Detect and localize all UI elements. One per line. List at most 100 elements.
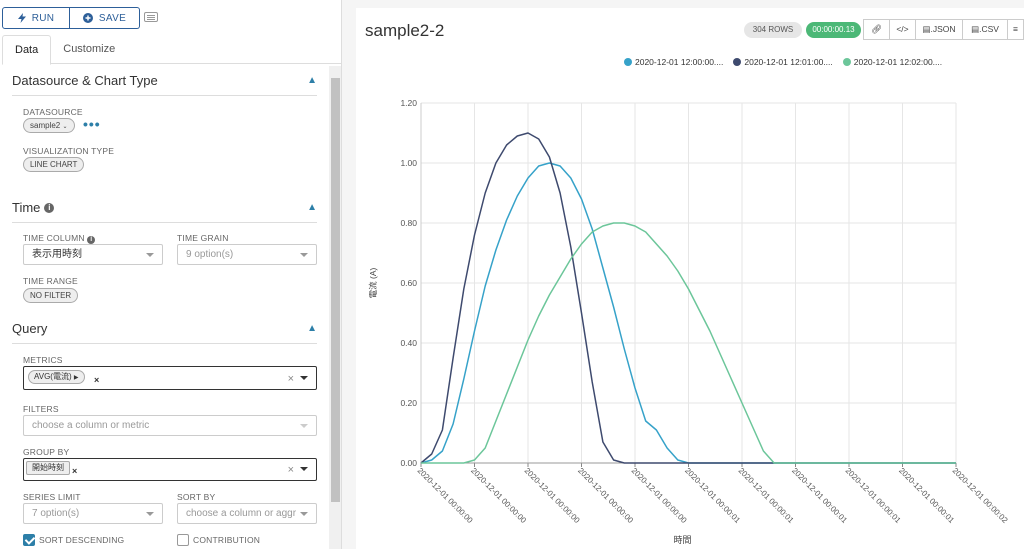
section-query-header[interactable]: Query ▲ <box>12 314 317 344</box>
time-column-label-text: TIME COLUMN <box>23 233 85 243</box>
x-tick-label: 2020-12-01 00:00:00 <box>576 466 635 525</box>
code-icon: </> <box>896 24 909 34</box>
section-datasource-header[interactable]: Datasource & Chart Type ▲ <box>12 66 317 96</box>
y-tick-label: 1.00 <box>400 158 417 168</box>
caret-down-icon[interactable] <box>300 376 308 380</box>
clear-icon[interactable]: × <box>287 464 294 476</box>
legend-dot <box>624 58 632 66</box>
datasource-label: DATASOURCE <box>23 107 83 117</box>
time-grain-select[interactable]: 9 option(s) <box>177 244 317 265</box>
more-menu-button[interactable]: ≡ <box>1007 19 1024 40</box>
groupby-tag[interactable]: 開始時刻 <box>26 461 70 475</box>
caret-down-icon <box>300 253 308 257</box>
chart-title[interactable]: sample2-2 <box>365 21 445 40</box>
series-limit-value: 7 option(s) <box>32 508 80 519</box>
query-timer-badge: 00:00:00.13 <box>806 22 861 38</box>
scrollbar-thumb[interactable] <box>331 78 340 502</box>
legend-label: 2020-12-01 12:00:00.... <box>635 57 724 67</box>
caret-down-icon[interactable] <box>300 467 308 471</box>
chart-panel: sample2-2 304 ROWS 00:00:00.13 🔗︎ </> ▤.… <box>356 8 1024 549</box>
run-button[interactable]: RUN <box>2 7 70 29</box>
y-tick-label: 0.80 <box>400 218 417 228</box>
time-column-value: 表示用時刻 <box>32 249 82 260</box>
x-tick-label: 2020-12-01 00:00:00 <box>416 466 475 525</box>
metrics-label: METRICS <box>23 355 63 365</box>
time-column-select[interactable]: 表示用時刻 <box>23 244 163 265</box>
legend-item[interactable]: 2020-12-01 12:02:00.... <box>842 57 942 67</box>
legend-dot <box>842 58 851 66</box>
legend-item[interactable]: 2020-12-01 12:00:00.... <box>624 57 723 67</box>
viz-type-label: VISUALIZATION TYPE <box>23 146 115 156</box>
legend-dot <box>733 58 742 66</box>
remove-tag-icon[interactable]: × <box>72 466 78 476</box>
tab-customize[interactable]: Customize <box>63 43 116 55</box>
run-label: RUN <box>31 12 55 24</box>
y-tick-label: 0.40 <box>400 338 417 348</box>
file-icon: ▤ <box>922 24 931 34</box>
metrics-select[interactable]: AVG(電流) ▶ × × <box>23 366 317 390</box>
hamburger-icon: ≡ <box>1013 24 1018 34</box>
series-limit-label: SERIES LIMIT <box>23 492 81 502</box>
bolt-icon <box>17 13 26 23</box>
sort-descending-label: SORT DESCENDING <box>39 535 125 545</box>
save-button[interactable]: SAVE <box>70 7 140 29</box>
contribution-label: CONTRIBUTION <box>193 535 261 545</box>
y-tick-label: 1.20 <box>400 98 417 108</box>
datasource-select[interactable]: sample2 ⌄ <box>23 118 75 133</box>
filters-placeholder: choose a column or metric <box>32 420 150 431</box>
embed-button[interactable]: </> <box>889 19 916 40</box>
time-column-label: TIME COLUMN i <box>23 233 96 244</box>
time-range-select[interactable]: NO FILTER <box>23 288 79 303</box>
caret-down-icon <box>146 512 154 516</box>
series-limit-select[interactable]: 7 option(s) <box>23 503 163 524</box>
sort-by-label: SORT BY <box>177 492 216 502</box>
time-range-label: TIME RANGE <box>23 276 78 286</box>
file-icon: ▤ <box>971 24 980 34</box>
remove-tag-icon[interactable]: × <box>94 375 100 385</box>
sort-by-select[interactable]: choose a column or aggr <box>177 503 317 524</box>
time-grain-value: 9 option(s) <box>186 249 234 260</box>
caret-right-icon: ▶ <box>73 375 79 381</box>
export-csv-button[interactable]: ▤.CSV <box>962 19 1008 40</box>
time-grain-label: TIME GRAIN <box>177 233 229 243</box>
save-label: SAVE <box>98 12 127 24</box>
groupby-tag-label: 開始時刻 <box>32 463 64 472</box>
export-json-button[interactable]: ▤.JSON <box>915 19 963 40</box>
legend-item[interactable]: 2020-12-01 12:01:00.... <box>733 57 833 67</box>
tab-data[interactable]: Data <box>2 35 52 65</box>
filters-select[interactable]: choose a column or metric <box>23 415 317 436</box>
caret-down-icon <box>146 253 154 257</box>
x-tick-label: 2020-12-01 00:00:01 <box>683 466 742 525</box>
csv-label: .CSV <box>979 24 999 34</box>
section-datasource-title: Datasource & Chart Type <box>12 73 158 88</box>
keyboard-icon[interactable] <box>144 12 158 22</box>
metric-tag[interactable]: AVG(電流) ▶ <box>28 370 85 384</box>
section-time-title: Time i <box>12 200 55 215</box>
line-chart: 0.00 0.20 0.40 0.60 0.80 1.00 1.20 2020-12-01 0… <box>368 98 1010 545</box>
chevron-up-icon[interactable]: ▲ <box>307 75 317 86</box>
x-axis-label: 時間 <box>673 535 691 545</box>
chevron-up-icon[interactable]: ▲ <box>307 202 317 213</box>
more-options-icon[interactable]: ••• <box>83 116 101 132</box>
section-time-label: Time <box>12 200 41 215</box>
groupby-select[interactable]: 開始時刻 × × <box>23 458 317 481</box>
plus-circle-icon <box>82 13 93 23</box>
y-tick-label: 0.60 <box>400 278 417 288</box>
link-button[interactable]: 🔗︎ <box>863 19 890 40</box>
series-line <box>421 222 956 464</box>
sort-descending-checkbox[interactable] <box>23 534 35 546</box>
x-tick-label: 2020-12-01 00:00:01 <box>844 466 903 525</box>
legend-label: 2020-12-01 12:01:00.... <box>744 57 833 67</box>
contribution-checkbox[interactable] <box>177 534 189 546</box>
y-tick-label: 0.20 <box>400 398 417 408</box>
caret-down-icon <box>300 424 308 428</box>
info-icon[interactable]: i <box>87 236 96 244</box>
section-time-header[interactable]: Time i ▲ <box>12 193 317 223</box>
panel-tabs: Data Customize <box>2 35 341 65</box>
datasource-value: sample2 <box>30 121 61 130</box>
chevron-up-icon[interactable]: ▲ <box>307 323 317 334</box>
y-tick-label: 0.00 <box>400 458 417 468</box>
info-icon[interactable]: i <box>44 202 55 213</box>
clear-icon[interactable]: × <box>287 373 294 385</box>
viz-type-select[interactable]: LINE CHART <box>23 157 85 172</box>
